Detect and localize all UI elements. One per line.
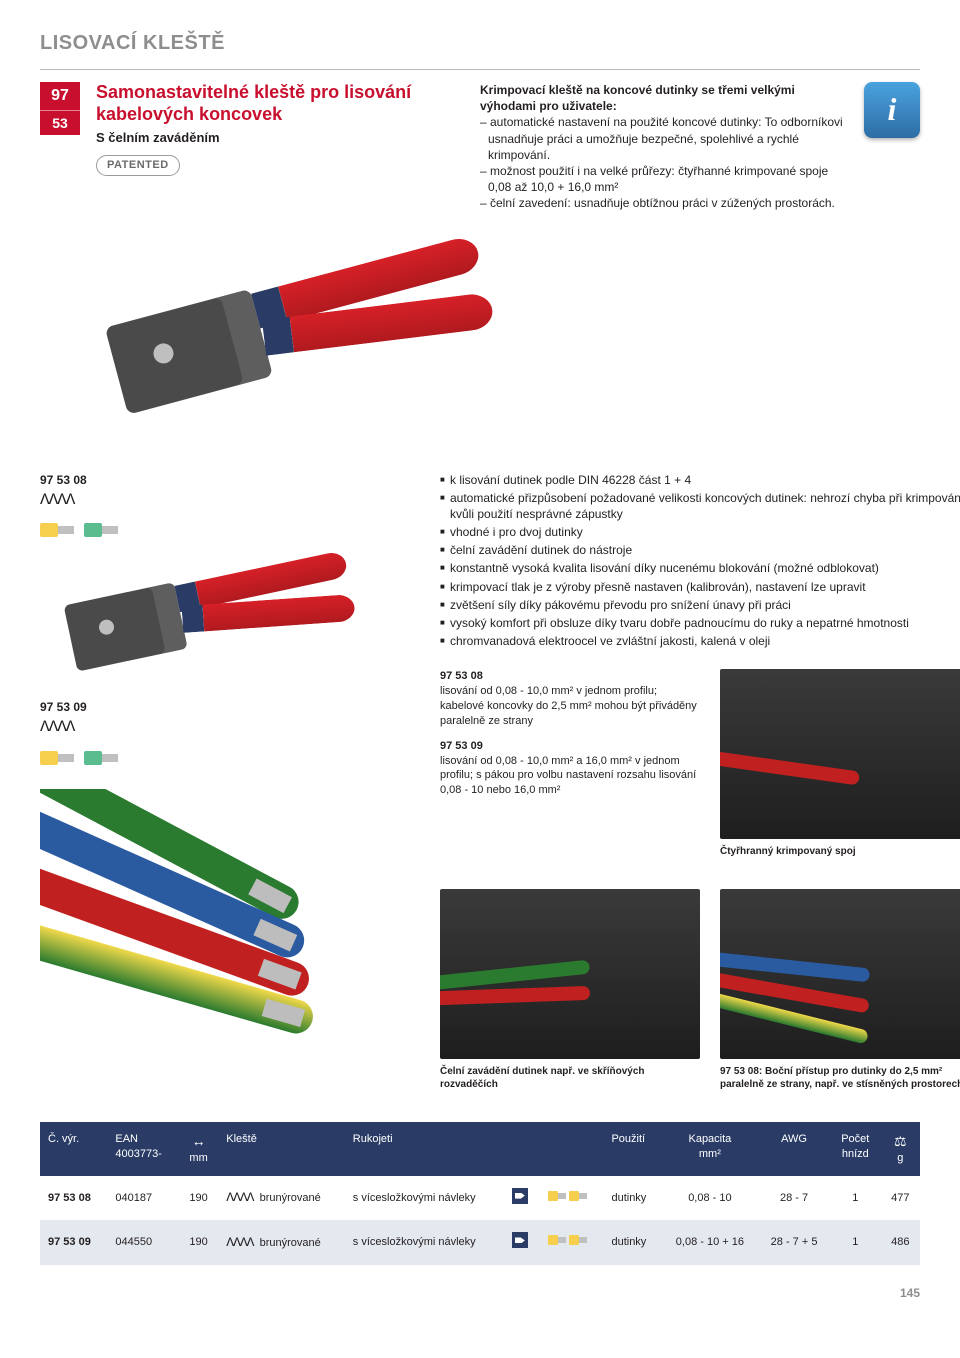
spec-table: Č. výr. EAN 4003773- ↔mm Kleště Rukojeti…	[40, 1122, 920, 1265]
cell-mm: 190	[179, 1220, 218, 1265]
product-image-small	[40, 549, 410, 679]
intro-heading: Krimpovací kleště na koncové dutinky se …	[480, 82, 848, 114]
intro-line: – čelní zavedení: usnadňuje obtížnou prá…	[480, 195, 848, 211]
cell-pliers: ΛΛΛΛ brunýrované	[218, 1220, 345, 1265]
page-number: 145	[40, 1285, 920, 1301]
detail-photo	[440, 889, 700, 1059]
detail-photo	[720, 669, 960, 839]
table-row: 97 53 08 040187 190 ΛΛΛΛ brunýrované s v…	[40, 1176, 920, 1221]
crimp-profile-icon: ΛΛΛΛ	[40, 490, 410, 512]
cell-capacity: 0,08 - 10 + 16	[662, 1220, 758, 1265]
th-handles: Rukojeti	[345, 1122, 504, 1176]
badge-sub: 53	[40, 110, 80, 136]
ferrule-icon	[40, 519, 74, 541]
model-label: 97 53 08	[40, 472, 410, 488]
divider	[40, 69, 920, 70]
cell-ean: 044550	[107, 1220, 179, 1265]
cell-awg: 28 - 7	[758, 1176, 830, 1221]
ferrule-icon	[84, 747, 118, 769]
feature-item: čelní zavádění dutinek do nástroje	[440, 542, 960, 558]
cell-handles: s vícesložkovými návleky	[345, 1176, 504, 1221]
package-icon	[512, 1188, 528, 1204]
cables-image	[40, 789, 340, 1049]
model-label: 97 53 09	[40, 699, 410, 715]
cell-icon	[504, 1220, 541, 1265]
cell-weight: 486	[881, 1220, 920, 1265]
series-badge: 97 53	[40, 82, 80, 212]
feature-item: vysoký komfort při obsluze díky tvaru do…	[440, 615, 960, 631]
variant-text: lisování od 0,08 - 10,0 mm² v jednom pro…	[440, 685, 697, 727]
hero-product-image	[100, 222, 920, 452]
ferrule-icon	[84, 519, 118, 541]
cell-weight: 477	[881, 1176, 920, 1221]
photo-caption: 97 53 08: Boční přístup pro dutinky do 2…	[720, 1065, 960, 1092]
badge-main: 97	[40, 82, 80, 110]
th-icon2	[540, 1122, 603, 1176]
th-nests: Počet hnízd	[830, 1122, 881, 1176]
patented-badge: PATENTED	[96, 155, 180, 176]
feature-item: konstantně vysoká kvalita lisování díky …	[440, 560, 960, 576]
feature-item: krimpovací tlak je z výroby přesně nasta…	[440, 579, 960, 595]
ferrule-icon	[40, 747, 74, 769]
cell-artno: 97 53 09	[40, 1220, 107, 1265]
th-ean: EAN 4003773-	[107, 1122, 179, 1176]
th-weight: ⚖g	[881, 1122, 920, 1176]
page-title: LISOVACÍ KLEŠTĚ	[40, 30, 920, 57]
package-icon	[512, 1232, 528, 1248]
photo-caption: Čelní zavádění dutinek např. ve skříňový…	[440, 1065, 700, 1092]
cell-use: dutinky	[603, 1220, 661, 1265]
cell-artno: 97 53 08	[40, 1176, 107, 1221]
features-list: k lisování dutinek podle DIN 46228 část …	[440, 472, 960, 650]
cell-ferrule-icon	[540, 1176, 603, 1221]
model-block: 97 53 09 ΛΛΛΛ	[40, 699, 410, 769]
intro-line: – automatické nastavení na použité konco…	[480, 114, 848, 163]
cell-ferrule-icon	[540, 1220, 603, 1265]
cell-use: dutinky	[603, 1176, 661, 1221]
cell-awg: 28 - 7 + 5	[758, 1220, 830, 1265]
th-icon1	[504, 1122, 541, 1176]
cell-icon	[504, 1176, 541, 1221]
cell-ean: 040187	[107, 1176, 179, 1221]
variant-head: 97 53 08	[440, 670, 483, 682]
cell-pliers: ΛΛΛΛ brunýrované	[218, 1176, 345, 1221]
feature-item: chromvanadová elektroocel ve zvláštní ja…	[440, 633, 960, 649]
feature-item: zvětšení síly díky pákovému převodu pro …	[440, 597, 960, 613]
crimp-profile-icon: ΛΛΛΛ	[40, 717, 410, 739]
model-block: 97 53 08 ΛΛΛΛ	[40, 472, 410, 680]
cell-nests: 1	[830, 1220, 881, 1265]
variant-head: 97 53 09	[440, 740, 483, 752]
feature-item: k lisování dutinek podle DIN 46228 část …	[440, 472, 960, 488]
feature-item: automatické přizpůsobení požadované veli…	[440, 490, 960, 522]
product-title: Samonastavitelné kleště pro lisování kab…	[96, 82, 464, 125]
th-use: Použití	[603, 1122, 661, 1176]
detail-photo	[720, 889, 960, 1059]
info-icon: i	[864, 82, 920, 138]
th-awg: AWG	[758, 1122, 830, 1176]
th-artno: Č. výr.	[40, 1122, 107, 1176]
cell-nests: 1	[830, 1176, 881, 1221]
intro-line: – možnost použití i na velké průřezy: čt…	[480, 163, 848, 195]
photo-caption: Čtyřhranný krimpovaný spoj	[720, 845, 960, 859]
cell-capacity: 0,08 - 10	[662, 1176, 758, 1221]
th-capacity: Kapacita mm²	[662, 1122, 758, 1176]
product-subtitle: S čelním zaváděním	[96, 129, 464, 147]
feature-item: vhodné i pro dvoj dutinky	[440, 524, 960, 540]
table-row: 97 53 09 044550 190 ΛΛΛΛ brunýrované s v…	[40, 1220, 920, 1265]
variant-text: lisování od 0,08 - 10,0 mm² a 16,0 mm² v…	[440, 755, 696, 797]
cell-handles: s vícesložkovými návleky	[345, 1220, 504, 1265]
cell-mm: 190	[179, 1176, 218, 1221]
th-pliers: Kleště	[218, 1122, 345, 1176]
th-mm: ↔mm	[179, 1122, 218, 1176]
